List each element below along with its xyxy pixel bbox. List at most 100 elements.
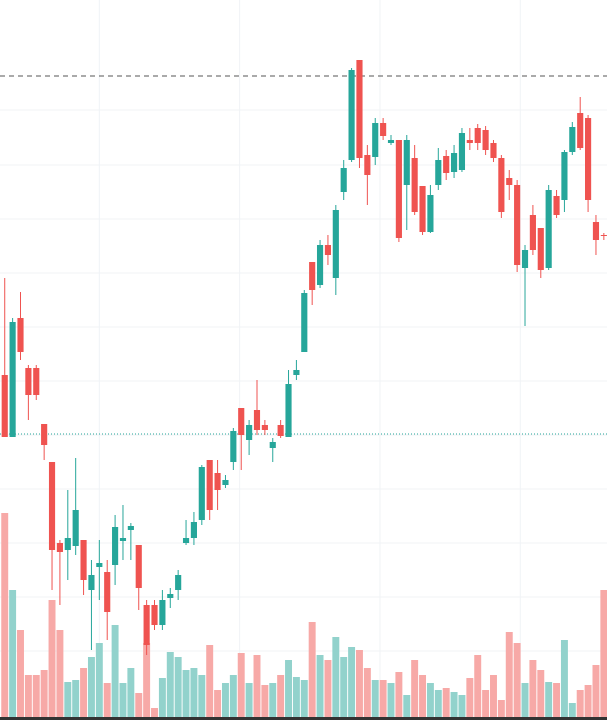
volume-bar	[458, 695, 466, 717]
volume-bar	[80, 668, 88, 717]
candle-body	[537, 228, 544, 270]
volume-bar	[426, 683, 434, 717]
candle-body	[514, 185, 521, 265]
volume-bar	[387, 683, 395, 717]
volume-bar	[497, 700, 505, 717]
volume-bar	[198, 675, 206, 717]
volume-bar	[292, 677, 300, 717]
volume-bar	[371, 680, 379, 717]
volume-bar	[466, 678, 474, 717]
volume-bar	[474, 655, 482, 717]
candle-body	[214, 473, 221, 490]
candle-body	[585, 118, 592, 200]
volume-bar	[482, 690, 490, 717]
candle-body	[482, 130, 489, 150]
volume-bar	[363, 668, 371, 717]
volume-bar	[403, 695, 411, 717]
reference-lines	[0, 75, 607, 435]
candle-body	[269, 442, 276, 448]
volume-bar	[316, 655, 324, 717]
volume-bar	[553, 683, 561, 717]
volume-bar	[308, 622, 316, 717]
candle-body	[253, 410, 261, 430]
volume-bar	[214, 690, 222, 717]
volume-bar	[32, 675, 40, 717]
candle-body	[143, 605, 150, 645]
volume-bar	[127, 668, 135, 717]
volume-bar	[277, 675, 285, 717]
candle-body	[490, 143, 497, 158]
candle-body	[261, 425, 268, 430]
candle-body	[316, 245, 324, 285]
volume-bar	[411, 660, 419, 717]
candle-body	[33, 368, 40, 395]
volume-bar	[1, 513, 9, 717]
volume-bar	[576, 690, 584, 717]
volume-bar	[72, 680, 80, 717]
candle-body	[238, 408, 245, 435]
candle-layer	[1, 60, 607, 655]
candle-body	[364, 155, 371, 175]
volume-bar	[434, 690, 442, 717]
candle-body	[9, 322, 16, 437]
candle-body	[403, 140, 410, 185]
candle-body	[222, 480, 229, 485]
candle-body	[41, 424, 48, 445]
volume-bar	[269, 683, 277, 717]
volume-bar	[348, 647, 356, 717]
candle-body	[277, 425, 284, 436]
candle-body	[1, 375, 8, 437]
volume-bar	[300, 680, 308, 717]
candle-body	[182, 538, 190, 543]
candle-body	[293, 370, 300, 375]
candle-body	[529, 215, 536, 250]
candle-body	[230, 431, 237, 462]
candle-body	[159, 600, 166, 625]
candle-body	[450, 153, 458, 172]
candle-body	[25, 368, 32, 395]
volume-bar	[103, 683, 111, 717]
volume-bar	[182, 670, 190, 717]
candle-body	[561, 152, 568, 200]
candle-body	[474, 128, 481, 143]
volume-bar	[584, 685, 592, 717]
volume-bar	[568, 703, 576, 717]
volume-bar	[324, 660, 332, 717]
candle-body	[190, 522, 197, 538]
candle-body	[135, 545, 142, 588]
candle-body	[419, 186, 426, 232]
volume-bar	[95, 643, 103, 717]
candle-body	[380, 123, 387, 136]
candle-body	[332, 210, 339, 278]
volume-bar	[56, 630, 64, 717]
volume-bar	[285, 660, 292, 717]
candle-body	[348, 70, 355, 160]
volume-bar	[119, 683, 127, 717]
volume-bar	[450, 692, 458, 717]
volume-bar	[24, 675, 32, 717]
volume-bar	[64, 682, 72, 717]
volume-bar	[419, 675, 427, 717]
volume-bar	[151, 708, 158, 717]
candle-body	[427, 195, 434, 232]
candle-body	[545, 190, 552, 268]
volume-bar	[253, 655, 261, 717]
candle-body	[88, 575, 95, 590]
volume-bar	[521, 683, 529, 717]
candle-body	[356, 60, 363, 158]
volume-bar	[166, 652, 174, 717]
candle-body	[167, 594, 174, 598]
volume-bar	[221, 683, 229, 717]
candle-body	[309, 262, 316, 290]
candle-body	[151, 605, 158, 625]
volume-bar	[135, 693, 143, 717]
volume-bar	[379, 680, 387, 717]
candle-body	[127, 526, 134, 530]
candle-body	[521, 250, 529, 268]
volume-bar	[355, 650, 363, 717]
candle-body	[553, 196, 560, 215]
volume-bar	[560, 640, 568, 717]
volume-bar	[245, 683, 253, 717]
candle-body	[506, 178, 513, 185]
